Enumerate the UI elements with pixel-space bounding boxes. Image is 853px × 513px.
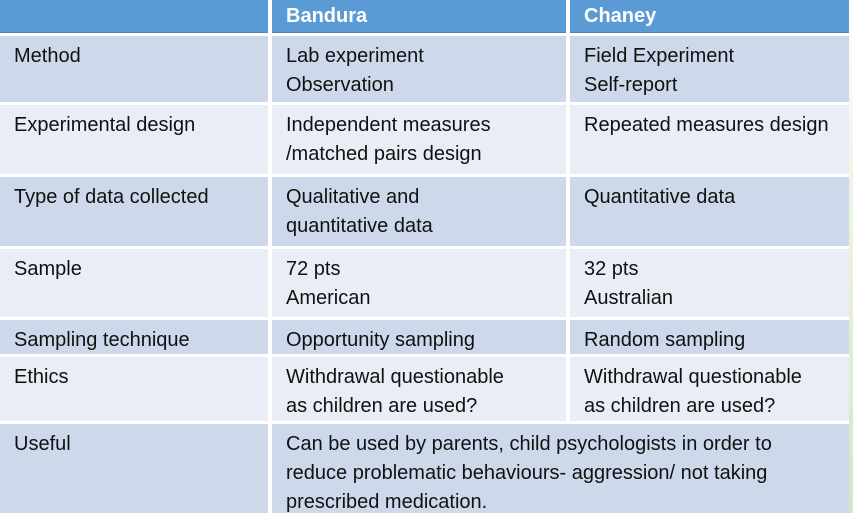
- row-label-sampling-technique: Sampling technique: [0, 320, 268, 354]
- cell-line: Withdrawal questionable: [584, 366, 802, 388]
- cell-sample-bandura: 72 pts American: [272, 249, 566, 317]
- cell-line: reduce problematic behaviours- aggressio…: [286, 462, 768, 484]
- cell-line: /matched pairs design: [286, 143, 482, 165]
- cell-sampling-technique-bandura: Opportunity sampling: [272, 320, 566, 354]
- cell-line: Can be used by parents, child psychologi…: [286, 433, 772, 455]
- cell-line: Qualitative and: [286, 186, 420, 208]
- cell-experimental-design-chaney: Repeated measures design: [570, 105, 849, 174]
- cell-line: 72 pts: [286, 258, 341, 280]
- cell-line: Quantitative data: [584, 186, 736, 208]
- cell-line: Independent measures: [286, 114, 491, 136]
- cell-type-of-data-bandura: Qualitative and quantitative data: [272, 177, 566, 246]
- row-label-useful: Useful: [0, 424, 268, 513]
- cell-experimental-design-bandura: Independent measures /matched pairs desi…: [272, 105, 566, 174]
- row-label-experimental-design: Experimental design: [0, 105, 268, 174]
- cell-line: American: [286, 287, 371, 309]
- cell-line: Opportunity sampling: [286, 329, 475, 351]
- cell-line: Lab experiment: [286, 45, 424, 67]
- cell-line: Random sampling: [584, 329, 746, 351]
- row-label-ethics: Ethics: [0, 357, 268, 421]
- cell-method-chaney: Field Experiment Self-report: [570, 36, 849, 102]
- cell-line: as children are used?: [286, 395, 478, 417]
- cell-ethics-chaney: Withdrawal questionable as children are …: [570, 357, 849, 421]
- cell-line: quantitative data: [286, 215, 433, 237]
- cell-line: Withdrawal questionable: [286, 366, 504, 388]
- cell-line: as children are used?: [584, 395, 776, 417]
- cell-line: Self-report: [584, 74, 678, 96]
- cell-type-of-data-chaney: Quantitative data: [570, 177, 849, 246]
- cell-useful-merged: Can be used by parents, child psychologi…: [272, 424, 849, 513]
- cell-ethics-bandura: Withdrawal questionable as children are …: [272, 357, 566, 421]
- cell-line: Repeated measures design: [584, 114, 829, 136]
- cell-sample-chaney: 32 pts Australian: [570, 249, 849, 317]
- cell-method-bandura: Lab experiment Observation: [272, 36, 566, 102]
- row-label-sample: Sample: [0, 249, 268, 317]
- row-label-type-of-data: Type of data collected: [0, 177, 268, 246]
- cell-line: prescribed medication.: [286, 491, 488, 513]
- row-label-method: Method: [0, 36, 268, 102]
- slide-background-edge: [849, 0, 853, 513]
- cell-sampling-technique-chaney: Random sampling: [570, 320, 849, 354]
- header-cell-bandura: Bandura: [272, 0, 566, 33]
- cell-line: Field Experiment: [584, 45, 735, 67]
- cell-line: 32 pts: [584, 258, 639, 280]
- header-cell-empty: [0, 0, 268, 33]
- cell-line: Australian: [584, 287, 673, 309]
- cell-line: Observation: [286, 74, 394, 96]
- header-cell-chaney: Chaney: [570, 0, 849, 33]
